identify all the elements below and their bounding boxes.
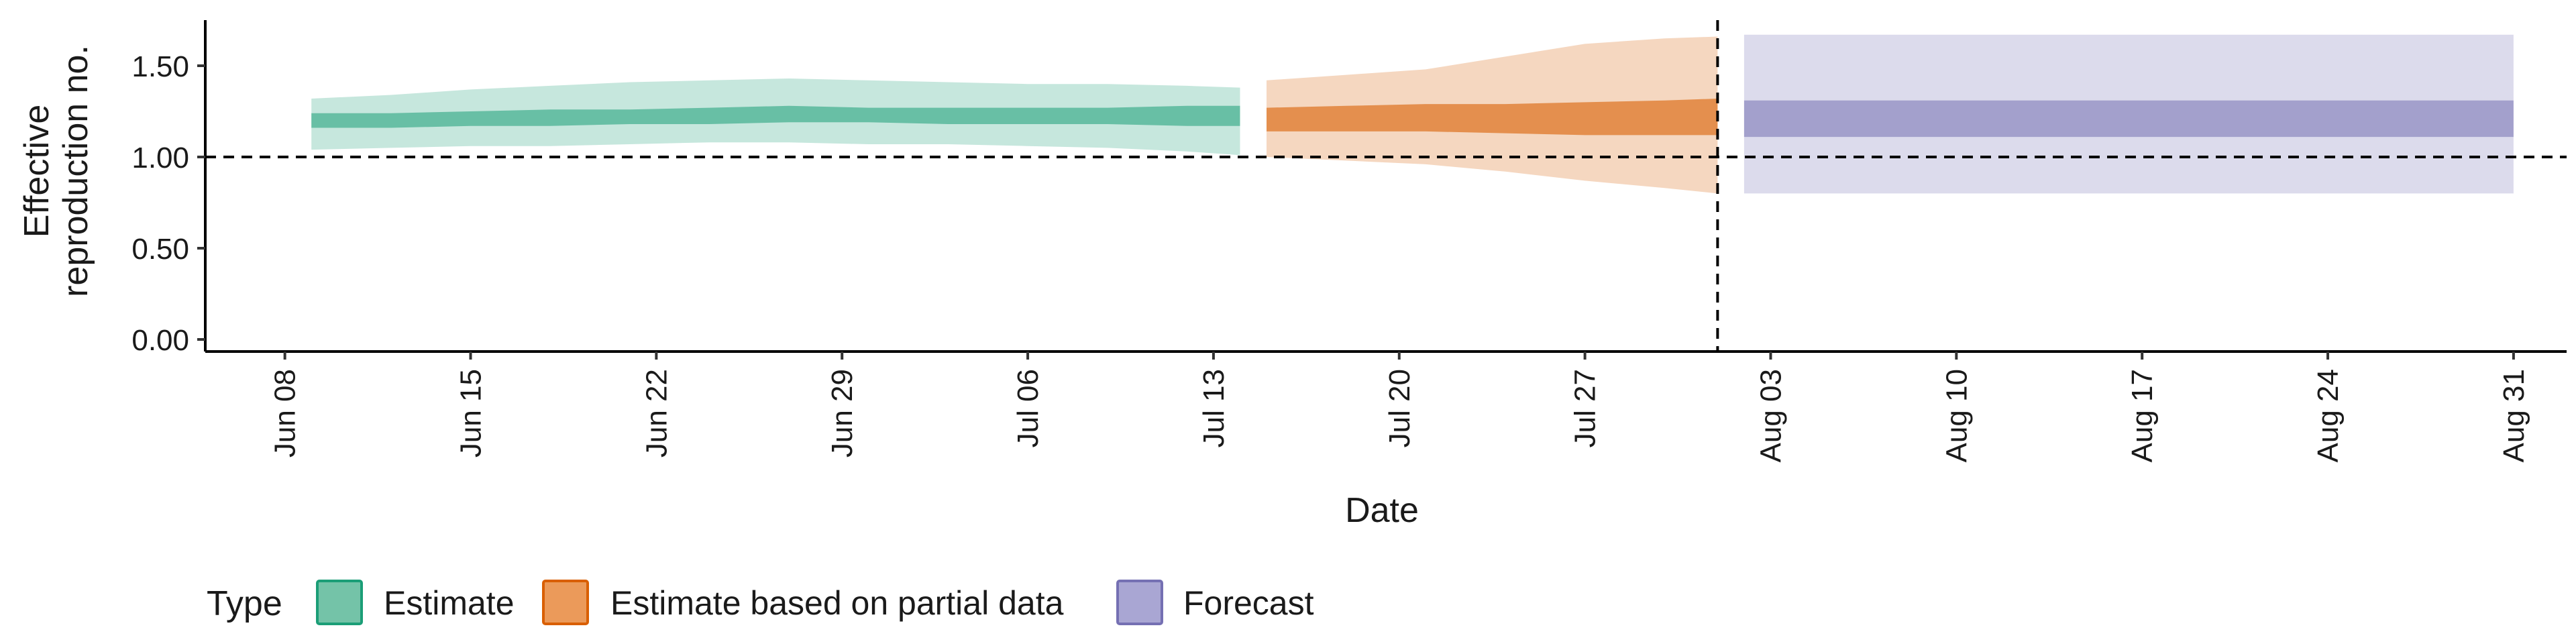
x-tick-label: Jul 20	[1383, 369, 1416, 447]
y-tick-label: 1.50	[131, 50, 189, 83]
y-tick-label: 0.50	[131, 233, 189, 266]
x-tick-label: Jun 22	[640, 369, 673, 458]
band-inner-estimate	[311, 105, 1240, 128]
x-tick-label: Aug 31	[2498, 369, 2530, 462]
band-inner-estimate-based-on-partial-data	[1267, 99, 1718, 136]
x-tick-label: Aug 24	[2312, 369, 2345, 462]
band-inner-forecast	[1743, 100, 2514, 138]
y-axis-title-line-1: Effective	[17, 105, 56, 237]
legend-key-partial	[542, 580, 589, 625]
y-axis-title: Effective reproduction no.	[17, 45, 95, 297]
legend: Type Estimate Estimate based on partial …	[207, 580, 1314, 625]
x-tick-label: Jul 06	[1012, 369, 1044, 447]
y-tick-label: 1.00	[131, 142, 189, 174]
x-tick-label: Aug 10	[1940, 369, 1973, 462]
legend-key-forecast	[1116, 580, 1163, 625]
x-tick-label: Jul 13	[1197, 369, 1230, 447]
x-tick-label: Jun 08	[269, 369, 302, 458]
x-tick-label: Aug 03	[1755, 369, 1788, 462]
legend-title: Type	[207, 584, 282, 623]
legend-label-forecast: Forecast	[1183, 584, 1314, 622]
legend-label-partial: Estimate based on partial data	[610, 584, 1064, 622]
x-tick-label: Jul 27	[1569, 369, 1602, 447]
series-bands	[311, 34, 2514, 194]
x-tick-label: Jun 15	[455, 369, 488, 458]
x-tick-label: Jun 29	[826, 369, 859, 458]
legend-key-estimate	[316, 580, 363, 625]
y-axis-title-line-2: reproduction no.	[56, 45, 95, 297]
reference-lines	[205, 20, 2567, 352]
x-axis-title: Date	[1345, 491, 1419, 530]
legend-label-estimate: Estimate	[384, 584, 515, 622]
axes: 0.00 0.50 1.00 1.50 Jun 08 Jun 15 Jun 22 Jun 29…	[131, 20, 2567, 462]
x-tick-label: Aug 17	[2126, 369, 2159, 462]
y-tick-label: 0.00	[131, 324, 189, 357]
